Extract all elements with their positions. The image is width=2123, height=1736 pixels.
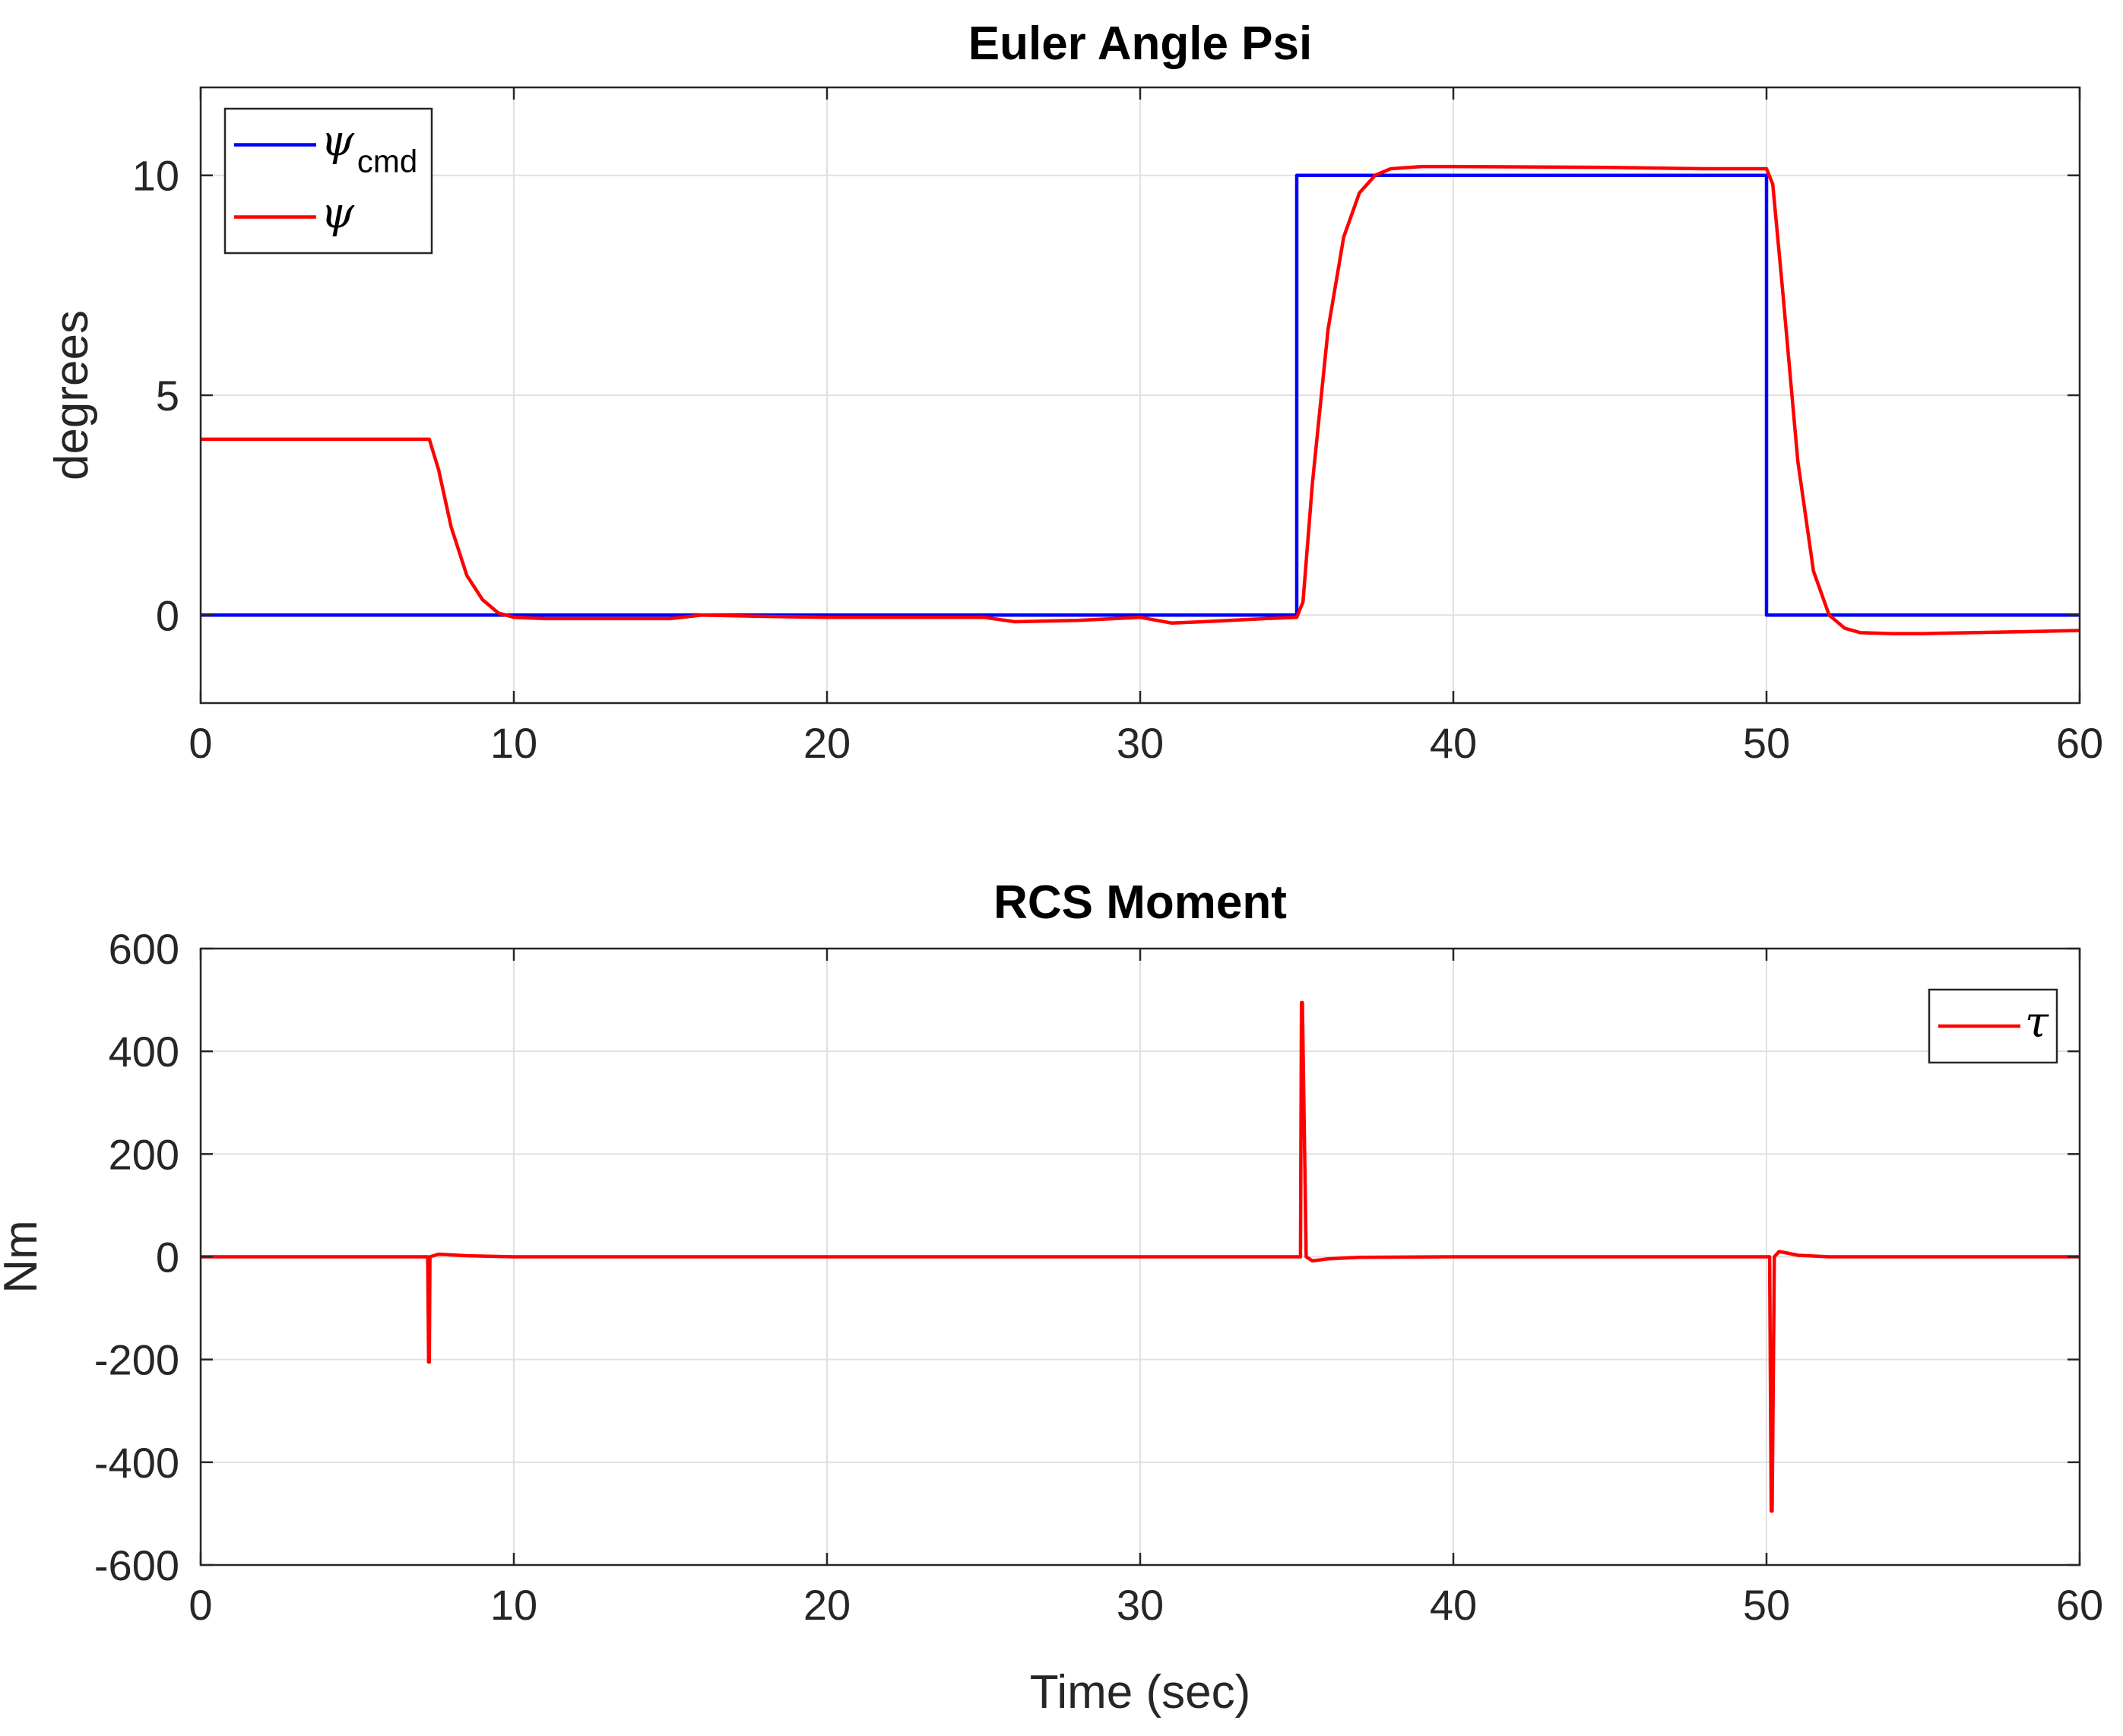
- grid-lines: [201, 87, 2080, 703]
- series-line: [201, 1000, 2080, 1513]
- x-tick-label: 50: [1743, 719, 1790, 767]
- x-tick-label: 20: [803, 719, 851, 767]
- x-tick-label: 20: [803, 1581, 851, 1629]
- x-tick-label: 30: [1117, 1581, 1164, 1629]
- y-tick-label: 5: [156, 372, 179, 420]
- x-tick-label: 60: [2056, 1581, 2103, 1629]
- x-tick-label: 30: [1117, 719, 1164, 767]
- x-tick-label: 40: [1430, 719, 1477, 767]
- x-tick-label: 50: [1743, 1581, 1790, 1629]
- series-lines: [201, 1000, 2080, 1513]
- chart-title: Euler Angle Psi: [968, 17, 1313, 70]
- x-tick-labels: 0 10 20 30 40 50 60: [189, 1581, 2103, 1629]
- legend: τ: [1928, 988, 2058, 1064]
- x-tick-labels: 0 10 20 30 40 50 60: [189, 719, 2103, 767]
- y-tick-labels: 0 5 10: [132, 152, 179, 640]
- legend-label-symbol: ψ: [321, 117, 355, 166]
- x-tick-label: 40: [1430, 1581, 1477, 1629]
- x-tick-label: 60: [2056, 719, 2103, 767]
- legend-label-symbol: ψ: [321, 189, 355, 239]
- x-tick-label: 0: [189, 1581, 212, 1629]
- x-tick-label: 0: [189, 719, 212, 767]
- legend-label-subscript: cmd: [357, 144, 417, 179]
- legend-box: [223, 107, 433, 255]
- y-tick-label: 600: [109, 925, 179, 973]
- series-line: [201, 173, 2080, 617]
- series-lines: [201, 164, 2080, 635]
- legend-label: τ: [2025, 998, 2049, 1047]
- y-tick-label: 0: [156, 591, 179, 639]
- y-tick-label: 200: [109, 1130, 179, 1178]
- y-tick-label: 10: [132, 152, 179, 200]
- tick-marks: [199, 947, 2081, 1567]
- y-axis-label: Nm: [0, 1220, 47, 1293]
- chart-rcs-moment: RCS Moment 0 10 20 30 40 50 60 -600 -400 -200 0 20…: [0, 876, 2103, 1719]
- y-tick-label: -400: [94, 1439, 179, 1487]
- x-tick-label: 10: [490, 719, 537, 767]
- y-tick-label: 0: [156, 1234, 179, 1281]
- y-tick-label: -200: [94, 1336, 179, 1384]
- tick-marks: [199, 87, 2081, 703]
- x-tick-label: 10: [490, 1581, 537, 1629]
- y-tick-label: -600: [94, 1541, 179, 1589]
- x-axis-label: Time (sec): [1030, 1666, 1250, 1719]
- legend-label: ψ: [321, 189, 355, 239]
- y-axis-label: degrees: [46, 310, 98, 480]
- y-tick-label: 400: [109, 1028, 179, 1075]
- grid-lines: [201, 949, 2080, 1565]
- legend-label-symbol: τ: [2025, 998, 2049, 1047]
- chart-title: RCS Moment: [993, 876, 1287, 929]
- legend-label: ψcmd: [321, 117, 417, 179]
- y-tick-labels: -600 -400 -200 0 200 400 600: [94, 925, 179, 1589]
- chart-euler-angle-psi: Euler Angle Psi 0 10 20 30 40 50 60 0 5 10 degre…: [46, 17, 2103, 767]
- series-line: [201, 164, 2080, 635]
